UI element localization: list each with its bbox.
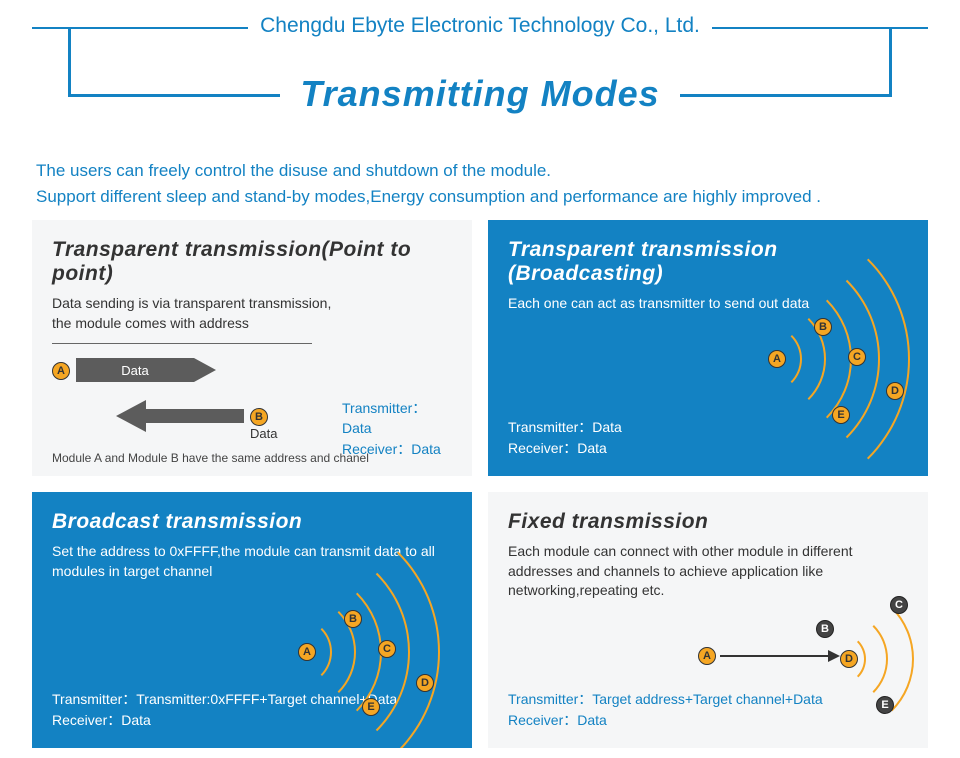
node-b: B [250,408,268,426]
panel-p2p: Transparent transmission(Point to point)… [32,220,472,476]
panel-title: Fixed transmission [508,510,908,534]
panel-desc: Data sending is via transparent transmis… [52,294,452,333]
arrow-right-icon [194,358,216,382]
receiver-line: Receiver：Data [508,710,823,730]
arrow-left-icon [116,400,146,432]
panel-broadcast-transparent: Transparent transmission (Broadcasting) … [488,220,928,476]
transmitter-line: Transmitter：Data [342,398,452,439]
node-b: B [816,620,834,638]
txrx-block: Transmitter：Data Receiver：Data [342,398,452,459]
node-b: B [814,318,832,336]
receiver-line: Receiver：Data [508,438,622,458]
page-title: Transmitting Modes [280,73,679,115]
data-label-a: Data [76,358,194,382]
intro-text: The users can freely control the disuse … [36,158,924,211]
node-e: E [362,698,380,716]
panels-grid: Transparent transmission(Point to point)… [32,220,928,748]
intro-line-2: Support different sleep and stand-by mod… [36,184,924,210]
node-e: E [876,696,894,714]
arrow-right-icon [720,655,830,657]
data-label-b: Data [250,426,277,441]
panel-fixed: Fixed transmission Each module can conne… [488,492,928,748]
wave-arc-icon [626,220,910,476]
node-c: C [890,596,908,614]
panel-broadcast: Broadcast transmission Set the address t… [32,492,472,748]
node-a: A [298,643,316,661]
node-b: B [344,610,362,628]
panel-title: Transparent transmission(Point to point) [52,238,452,286]
node-e: E [832,406,850,424]
node-d: D [416,674,434,692]
txrx-block: Transmitter：Data Receiver：Data [508,417,622,458]
node-d: D [840,650,858,668]
node-a: A [52,362,70,380]
node-d: D [886,382,904,400]
node-a: A [698,647,716,665]
arrow-left-shaft [144,409,244,423]
node-c: C [378,640,396,658]
node-c: C [848,348,866,366]
p2p-diagram: A Data B Data Transmitter：Data Receiver：… [52,356,452,451]
divider [52,343,312,344]
intro-line-1: The users can freely control the disuse … [36,158,924,184]
title-frame: Transmitting Modes [68,27,892,97]
node-a: A [768,350,786,368]
receiver-line: Receiver：Data [342,439,452,459]
transmitter-line: Transmitter：Data [508,417,622,437]
arrow-right-head-icon [828,650,840,662]
